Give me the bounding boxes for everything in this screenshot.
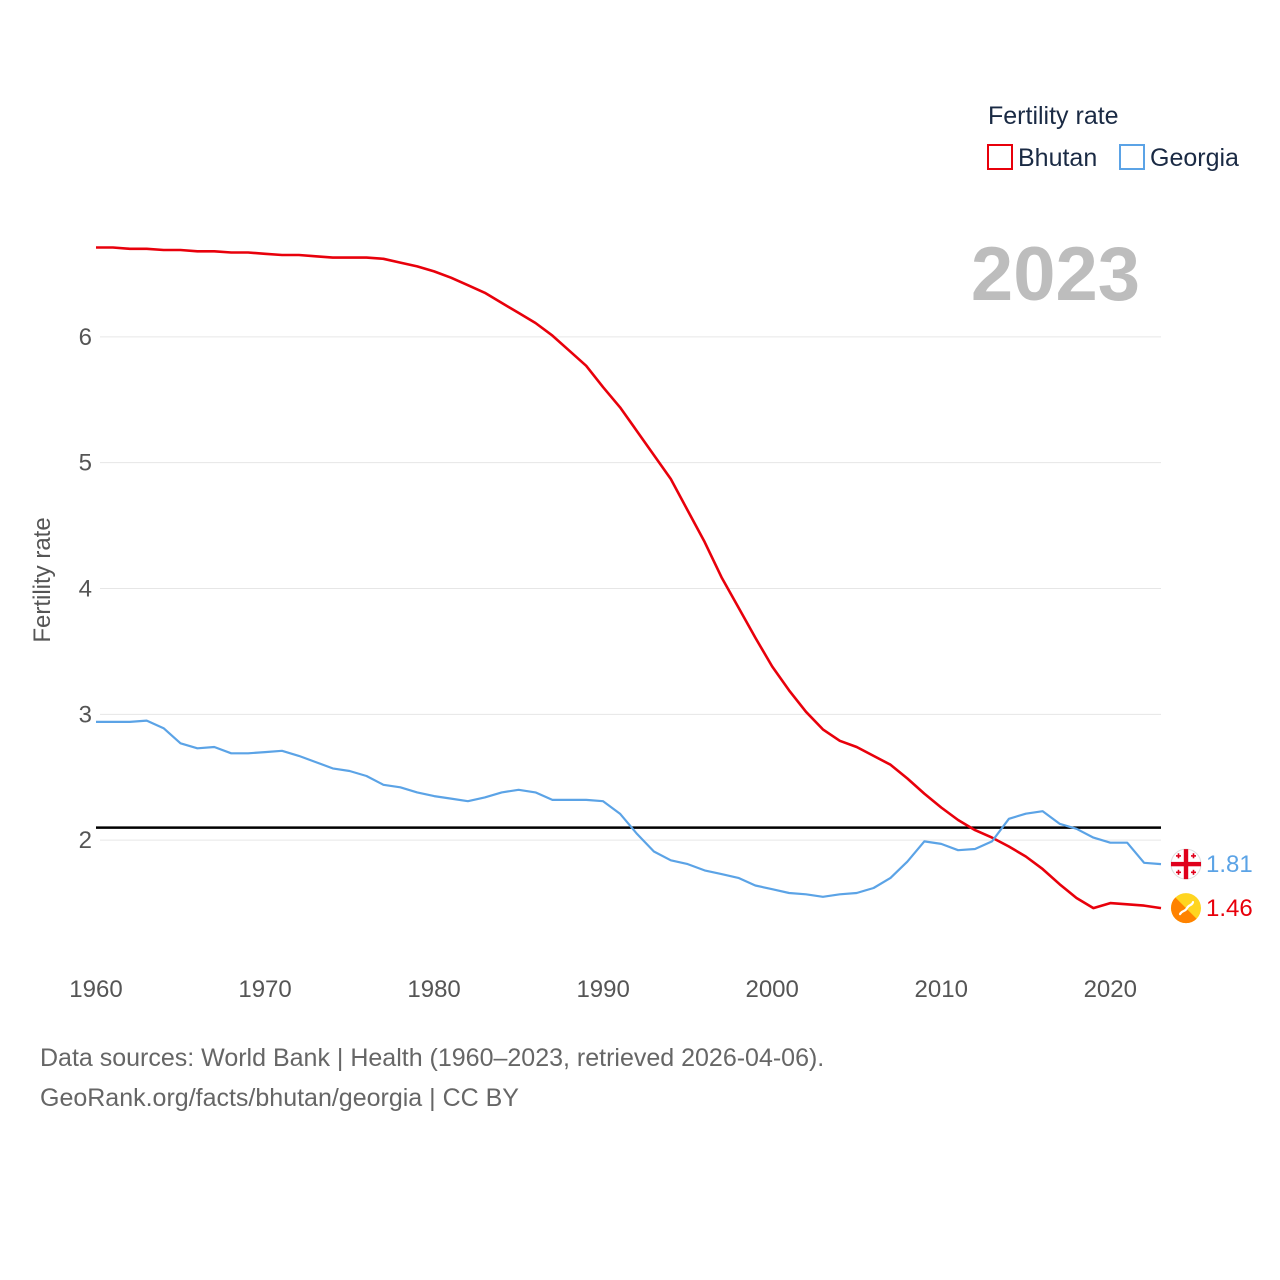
y-tick-label: 2 [79, 827, 92, 854]
y-axis-title: Fertility rate [29, 517, 56, 642]
legend-swatch-bhutan [987, 144, 1013, 170]
current-year-label: 2023 [971, 232, 1140, 317]
y-tick-label: 3 [79, 701, 92, 728]
footer-attribution: GeoRank.org/facts/bhutan/georgia | CC BY [40, 1084, 519, 1112]
y-tick-label: 6 [79, 324, 92, 351]
x-tick-label: 1960 [69, 976, 122, 1003]
y-tick-label: 5 [79, 450, 92, 477]
y-tick-label: 4 [79, 576, 92, 603]
georgia-flag-icon [1170, 848, 1202, 880]
x-tick-label: 1970 [238, 976, 291, 1003]
x-tick-label: 2010 [915, 976, 968, 1003]
x-tick-label: 2000 [745, 976, 798, 1003]
series-lines [96, 246, 1162, 910]
x-tick-label: 1980 [407, 976, 460, 1003]
legend: Fertility rate Bhutan Georgia [987, 102, 1239, 172]
legend-label-bhutan: Bhutan [1018, 144, 1097, 172]
grid-lines [100, 336, 1161, 841]
bhutan-end-value: 1.46 [1206, 895, 1253, 922]
legend-label-georgia: Georgia [1150, 144, 1239, 172]
legend-swatch-georgia [1119, 144, 1145, 170]
series-line-georgia [96, 719, 1162, 898]
legend-item-bhutan[interactable]: Bhutan [987, 144, 1097, 172]
bhutan-flag-icon [1171, 893, 1201, 924]
series-line-bhutan [96, 246, 1162, 910]
x-axis-ticks: 1960 1970 1980 1990 2000 2010 2020 [69, 976, 1137, 1003]
x-tick-label: 1990 [576, 976, 629, 1003]
legend-title: Fertility rate [988, 102, 1119, 130]
x-tick-label: 2020 [1084, 976, 1137, 1003]
y-axis-ticks: 2 3 4 5 6 [79, 324, 92, 854]
legend-item-georgia[interactable]: Georgia [1119, 144, 1239, 172]
georgia-end-value: 1.81 [1206, 851, 1253, 878]
footer-sources: Data sources: World Bank | Health (1960–… [40, 1044, 825, 1072]
